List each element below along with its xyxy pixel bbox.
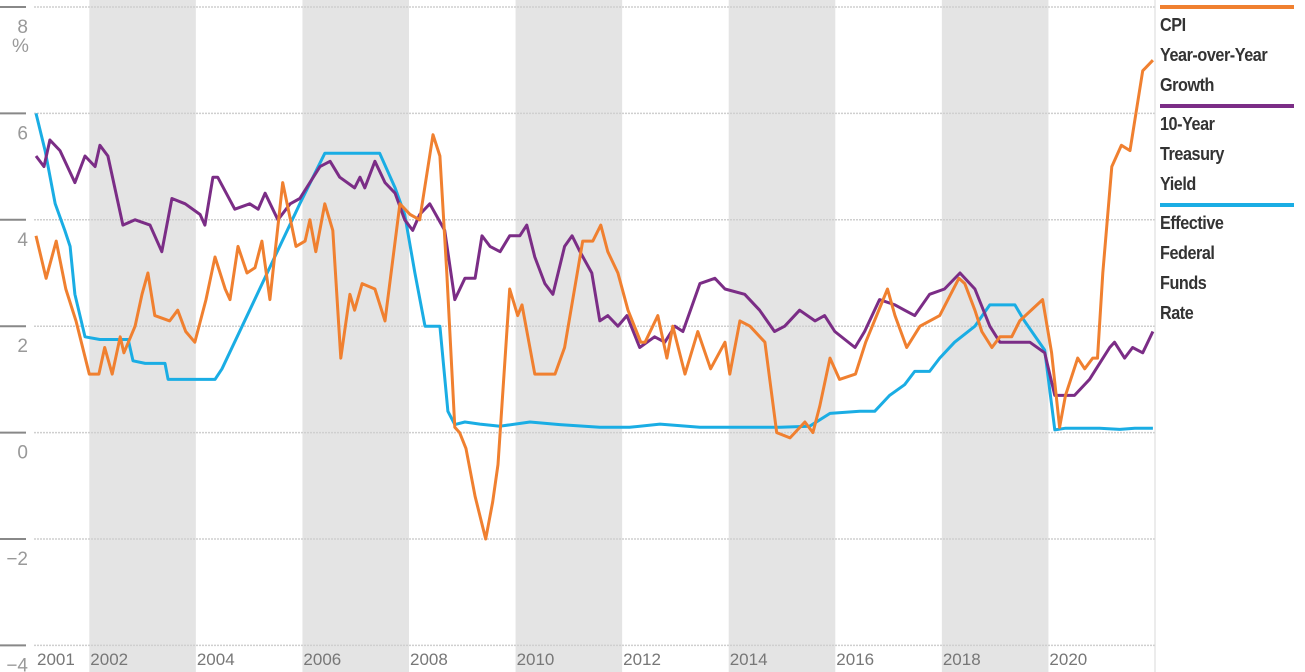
shaded-periods — [89, 0, 1049, 672]
x-tick-label: 2008 — [410, 650, 448, 669]
y-tick-label: 2 — [17, 336, 28, 357]
shaded-period — [515, 0, 623, 672]
x-tick-label: 2018 — [943, 650, 981, 669]
x-tick-label: 2010 — [517, 650, 555, 669]
x-tick-label: 2020 — [1049, 650, 1087, 669]
y-tick-label: −2 — [6, 549, 28, 570]
y-axis-unit-label: % — [12, 36, 29, 57]
y-tick-label: −4 — [6, 655, 28, 672]
legend-item: CPI Year-over-Year Growth — [1160, 5, 1300, 99]
series-line-2 — [34, 113, 1153, 432]
x-tick-label: 2002 — [90, 650, 128, 669]
legend-label: Funds — [1160, 273, 1207, 293]
y-tick-label: 8 — [17, 17, 28, 38]
legend-label: Effective — [1160, 213, 1224, 233]
legend-label: 10-Year — [1160, 114, 1215, 134]
gridlines — [34, 0, 1156, 672]
shaded-period — [89, 0, 196, 672]
x-tick-label: 2006 — [303, 650, 341, 669]
series-line-1 — [34, 138, 1155, 397]
legend-label: Federal — [1160, 243, 1215, 263]
legend-item: 10-Year Treasury Yield — [1160, 104, 1300, 198]
x-tick-label: 2016 — [836, 650, 874, 669]
y-axis: 8 6 4 2 0 −2 −4 — [0, 6, 28, 672]
y-tick-label: 0 — [17, 443, 28, 464]
legend-label: Growth — [1160, 75, 1214, 95]
series-lines — [34, 59, 1155, 541]
y-tick-label: 6 — [17, 123, 28, 144]
shaded-period — [302, 0, 409, 672]
legend-label: CPI — [1160, 15, 1186, 35]
legend-swatch — [1160, 104, 1294, 108]
x-axis: 2001 2002 2004 2006 2008 2010 2012 2014 2016 2018… — [37, 650, 1087, 669]
legend-label: Treasury — [1160, 144, 1224, 164]
legend-item: Effective Federal Funds Rate — [1160, 203, 1300, 327]
legend-swatch — [1160, 5, 1294, 9]
legend-label: Rate — [1160, 303, 1194, 323]
y-tick-label: 4 — [17, 230, 28, 251]
legend-swatch — [1160, 203, 1294, 207]
x-tick-label: 2012 — [623, 650, 661, 669]
x-tick-label: 2014 — [730, 650, 768, 669]
shaded-period — [728, 0, 836, 672]
series-line-0 — [34, 59, 1154, 541]
legend: CPI Year-over-Year Growth 10-Year Treasury Yi… — [1160, 0, 1300, 327]
x-tick-label: 2004 — [197, 650, 235, 669]
x-tick-label: 2001 — [37, 650, 75, 669]
legend-label: Year-over-Year — [1160, 45, 1268, 65]
legend-label: Yield — [1160, 174, 1196, 194]
